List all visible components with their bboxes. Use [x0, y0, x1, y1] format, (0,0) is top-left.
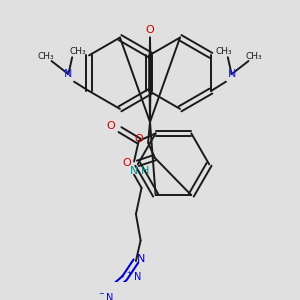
Text: H: H [141, 166, 149, 176]
Text: O: O [106, 121, 115, 131]
Text: N: N [130, 166, 138, 176]
Text: N: N [64, 69, 73, 79]
Text: O: O [122, 158, 131, 168]
Text: CH₃: CH₃ [216, 47, 232, 56]
Text: O: O [146, 25, 154, 35]
Text: N: N [227, 69, 236, 79]
Text: N: N [137, 254, 146, 264]
Text: $^-$N: $^-$N [97, 291, 115, 300]
Text: CH₃: CH₃ [246, 52, 262, 61]
Text: O: O [134, 134, 143, 144]
Text: CH₃: CH₃ [70, 47, 86, 56]
Text: CH₃: CH₃ [38, 52, 54, 61]
Text: $^+$N: $^+$N [125, 269, 142, 283]
